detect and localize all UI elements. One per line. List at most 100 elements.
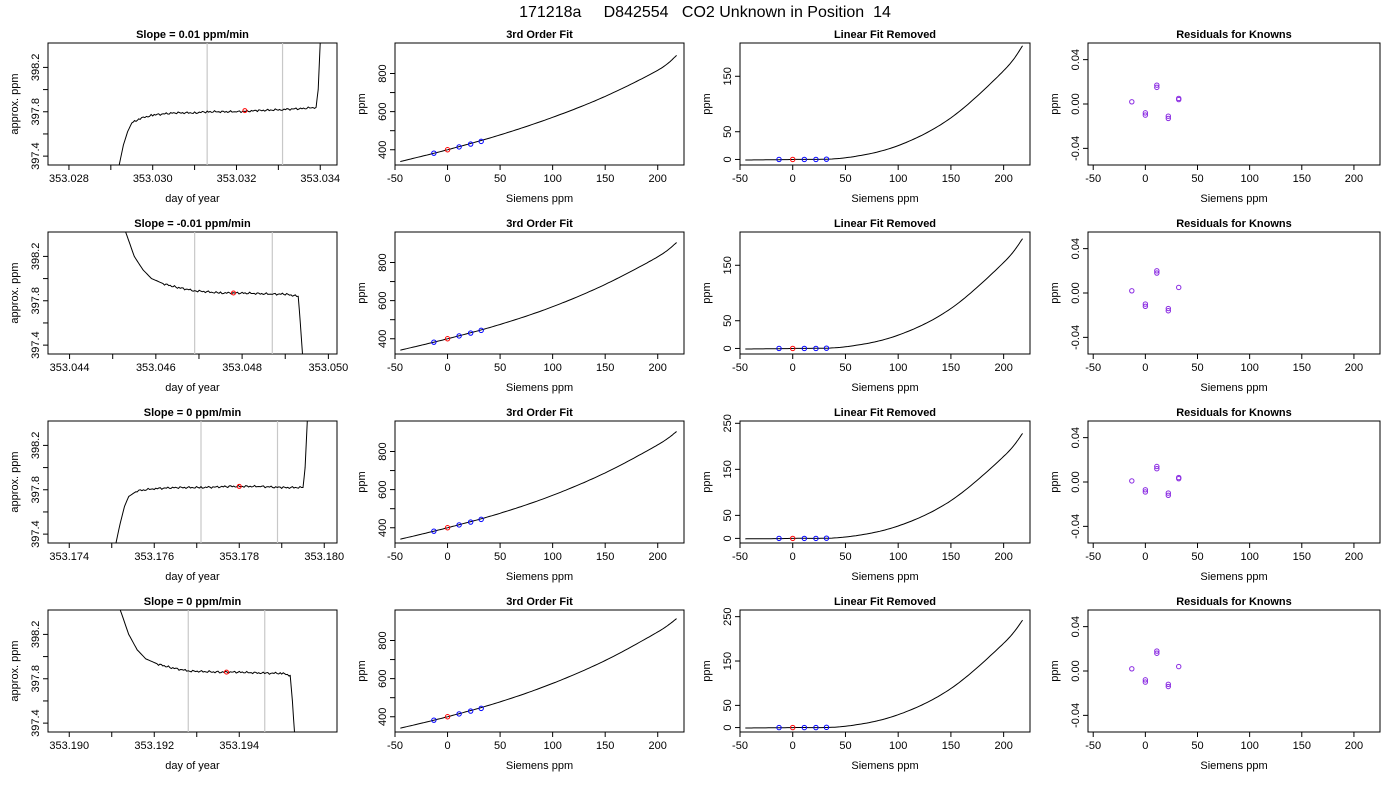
panel-r2-trace: Slope = -0.01 ppm/min 353.044 353.046 353.0… bbox=[9, 218, 348, 394]
panel-r4-resid-xtick-label: 100 bbox=[1240, 740, 1258, 752]
panel-r2-resid-xlabel: Siemens ppm bbox=[1200, 382, 1267, 394]
panel-r3-fit3-xtick-label: 50 bbox=[494, 551, 506, 563]
panel-r2-trace-xtick-label: 353.050 bbox=[308, 362, 348, 374]
panel-r2-linfit-title: Linear Fit Removed bbox=[834, 218, 936, 230]
panel-r4-linfit-ytick-label: 150 bbox=[722, 652, 734, 670]
panel-r3-trace-xtick-label: 353.180 bbox=[304, 551, 344, 563]
panel-r4-resid-data-point bbox=[1154, 648, 1160, 654]
panel-r2-linfit-frame bbox=[739, 231, 1031, 355]
panel-r2-trace-frame bbox=[47, 231, 338, 355]
panel-r1-linfit-ytick-label: 50 bbox=[722, 126, 734, 138]
panel-r4-linfit-ytick-label: 250 bbox=[722, 607, 734, 625]
panel-r1-linfit-fit-curve bbox=[745, 45, 1023, 161]
panel-r2-linfit-ytick-label: 150 bbox=[722, 256, 734, 274]
panel-r3-fit3-xtick-label: -50 bbox=[387, 551, 403, 563]
panel-r4-linfit-data bbox=[745, 619, 1023, 731]
panel-r3-resid-xtick-label: 0 bbox=[1142, 551, 1148, 563]
panel-r4-resid-ytick-label: 0.00 bbox=[1070, 660, 1082, 681]
panel-r1-resid-data-point bbox=[1165, 115, 1172, 122]
panel-r2-linfit-xtick-label: 50 bbox=[839, 362, 851, 374]
panel-r3-resid-xtick-label: 200 bbox=[1345, 551, 1363, 563]
panel-r2-resid: Residuals for Knowns -50 0 50 100 150 200 -0.04… bbox=[1049, 218, 1381, 394]
panel-r4-fit3-ytick-label: 800 bbox=[377, 631, 389, 649]
panel-r1-resid-ytick-label: 0.00 bbox=[1070, 93, 1082, 114]
panel-r3-fit3-ytick-label: 800 bbox=[377, 442, 389, 460]
panel-r2-resid-xtick-label: -50 bbox=[1085, 362, 1101, 374]
panel-r1-fit3-xtick-label: 50 bbox=[494, 173, 506, 185]
panel-r1-resid-xtick-label: 50 bbox=[1191, 173, 1203, 185]
panel-r3-trace-ytick-label: 397.4 bbox=[30, 520, 42, 548]
panel-r2-trace-ytick-label: 398.2 bbox=[30, 243, 42, 271]
panel-r1-resid-xtick-label: 0 bbox=[1142, 173, 1148, 185]
panel-r1-trace-xlabel: day of year bbox=[165, 193, 220, 205]
panel-r3-fit3-data-point bbox=[431, 528, 437, 534]
panel-r3-linfit-data bbox=[745, 433, 1023, 542]
panel-r3-linfit-data-point bbox=[801, 535, 808, 542]
panel-r3-trace-xtick-label: 353.176 bbox=[134, 551, 174, 563]
panel-r1-linfit-xtick-label: 50 bbox=[839, 173, 851, 185]
panel-r4-fit3-xtick-label: 50 bbox=[494, 740, 506, 752]
panel-r3-linfit-data-point bbox=[823, 535, 830, 541]
panel-r3-fit3-data-point bbox=[444, 525, 451, 531]
panel-r4-resid-title: Residuals for Knowns bbox=[1176, 596, 1292, 608]
panel-r1-linfit-title: Linear Fit Removed bbox=[834, 29, 936, 41]
panel-r1-trace-ytick-label: 398.2 bbox=[30, 54, 42, 82]
panel-r1-linfit-data-point bbox=[801, 156, 808, 163]
panel-r3-fit3-data bbox=[400, 431, 677, 540]
panel-r2-fit3-data bbox=[400, 242, 677, 351]
panel-r4-resid-data-point bbox=[1176, 663, 1182, 670]
panel-r3-resid-data-point bbox=[1142, 487, 1149, 493]
panel-r2-linfit-xlabel: Siemens ppm bbox=[851, 382, 918, 394]
panel-r2-linfit-data-point bbox=[801, 345, 808, 352]
panel-r4-fit3-xtick-label: 0 bbox=[444, 740, 450, 752]
panel-r4-trace-frame bbox=[47, 609, 338, 733]
panel-r4-linfit-xtick-label: 50 bbox=[839, 740, 851, 752]
panel-r4-resid-ylabel: ppm bbox=[1049, 660, 1061, 681]
panel-r1-resid-ylabel: ppm bbox=[1049, 93, 1061, 114]
panel-r1-resid-title: Residuals for Knowns bbox=[1176, 29, 1292, 41]
panel-r1-linfit-data-point bbox=[790, 156, 796, 163]
panel-r3-trace-marker-point bbox=[236, 483, 242, 489]
panel-r1-linfit-data bbox=[745, 45, 1023, 163]
panel-r2-trace-ytick-label: 397.8 bbox=[30, 287, 42, 315]
panel-r3-fit3: 3rd Order Fit -50 0 50 100 150 200 400 600 800 Sie… bbox=[356, 407, 685, 583]
panel-r2-fit3-frame bbox=[394, 231, 685, 355]
panel-r4-resid-data-point bbox=[1165, 681, 1172, 688]
panel-r4-resid-data bbox=[1129, 648, 1182, 690]
panel-r1-resid-data-point bbox=[1142, 112, 1149, 118]
panel-r3-fit3-xtick-label: 100 bbox=[543, 551, 561, 563]
panel-r1-fit3: 3rd Order Fit -50 0 50 100 150 200 400 600 800 Sie… bbox=[356, 29, 685, 205]
panel-r4-trace-xlabel: day of year bbox=[165, 760, 220, 772]
panel-r4-resid-data-point bbox=[1129, 666, 1135, 672]
panel-r4-resid-xtick-label: 150 bbox=[1293, 740, 1311, 752]
panel-r4-linfit-data-point bbox=[776, 724, 782, 731]
panel-r2-fit3-xlabel: Siemens ppm bbox=[506, 382, 573, 394]
panel-r3-linfit-xtick-label: 100 bbox=[889, 551, 907, 563]
panel-r1-resid-data-point bbox=[1165, 113, 1172, 119]
panel-r1-resid-ytick-label: 0.04 bbox=[1070, 49, 1082, 70]
panel-r4-trace: Slope = 0 ppm/min 353.190 353.192 353.194 39… bbox=[9, 596, 338, 772]
panel-r2-fit3-xtick-label: -50 bbox=[387, 362, 403, 374]
panel-r3-trace-trace-line bbox=[115, 421, 308, 543]
panel-r2-resid-xtick-label: 200 bbox=[1345, 362, 1363, 374]
panel-r1-linfit-data-point bbox=[823, 156, 830, 162]
panel-r4-fit3-ytick-label: 400 bbox=[377, 708, 389, 726]
panel-r2-trace-xtick-label: 353.046 bbox=[136, 362, 176, 374]
panel-r1-fit3-xlabel: Siemens ppm bbox=[506, 193, 573, 205]
panel-r4-resid-xtick-label: 0 bbox=[1142, 740, 1148, 752]
panel-r3-linfit-fit-curve bbox=[745, 433, 1023, 540]
panel-r1-trace-ytick-label: 397.4 bbox=[30, 142, 42, 170]
panel-r3-linfit-ytick-label: 0 bbox=[722, 535, 734, 541]
panel-r3-resid: Residuals for Knowns -50 0 50 100 150 200 -0.04… bbox=[1049, 407, 1381, 583]
panel-r2-resid-data-point bbox=[1142, 301, 1149, 307]
panel-r1-fit3-ytick-label: 600 bbox=[377, 102, 389, 120]
panel-r1-trace-xtick-label: 353.028 bbox=[49, 173, 89, 185]
panel-r1-resid-data bbox=[1129, 82, 1182, 122]
panel-r1-fit3-data-point bbox=[467, 141, 474, 147]
panel-r2-linfit-data-point bbox=[790, 345, 796, 352]
panel-r2-resid-ytick-label: -0.04 bbox=[1070, 325, 1082, 350]
panel-r4-resid-data-point bbox=[1142, 677, 1149, 683]
panel-r1-linfit-xtick-label: 150 bbox=[942, 173, 960, 185]
panel-r2-resid-xtick-label: 100 bbox=[1240, 362, 1258, 374]
